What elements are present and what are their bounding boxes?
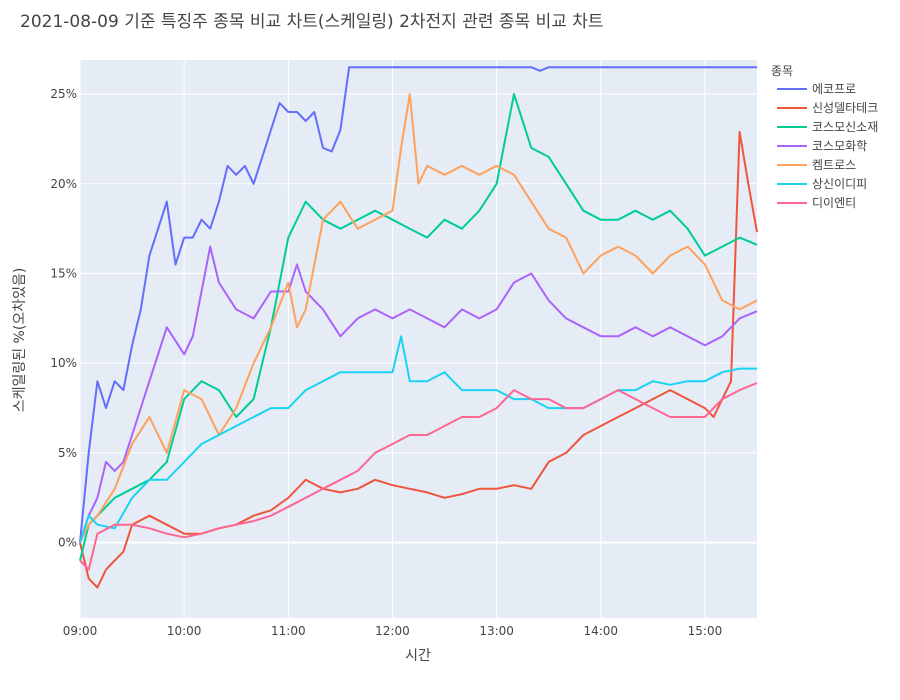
legend-item-label: 켐트로스 <box>812 158 856 172</box>
series-line-2 <box>79 130 758 589</box>
y-tick-label: 20% <box>50 177 77 191</box>
x-tick-label: 12:00 <box>375 624 410 638</box>
series-line-3 <box>79 93 758 561</box>
series-line-5 <box>79 93 758 544</box>
x-axis-ticks: 09:00 10:00 11:00 12:00 13:00 14:00 15:00 <box>63 624 723 638</box>
legend-item-label: 신성델타테크 <box>812 101 878 115</box>
x-axis-title: 시간 <box>405 648 431 664</box>
x-tick-label: 09:00 <box>63 624 98 638</box>
legend-item-label: 코스모화학 <box>812 139 867 153</box>
x-tick-label: 14:00 <box>583 624 618 638</box>
series-line-6 <box>79 335 757 543</box>
legend-item-label: 코스모신소재 <box>812 120 878 134</box>
legend-item-label: 상신이디피 <box>812 177 867 191</box>
y-axis-ticks: 0% 5% 10% 15% 20% 25% <box>50 87 77 550</box>
series-line-1 <box>79 66 757 543</box>
y-tick-label: 25% <box>50 87 77 101</box>
legend-item-label: 디이엔티 <box>812 196 856 210</box>
plot-area <box>80 60 757 618</box>
legend-title: 종목 <box>771 64 793 78</box>
x-tick-label: 13:00 <box>479 624 514 638</box>
x-tick-label: 15:00 <box>688 624 723 638</box>
x-tick-label: 10:00 <box>167 624 202 638</box>
y-axis-title: 스케일링된 %(오차있음) <box>12 268 28 413</box>
y-tick-label: 10% <box>50 356 77 370</box>
y-tick-label: 5% <box>58 446 77 460</box>
series-line-7 <box>79 382 758 571</box>
grid-lines <box>79 60 757 618</box>
legend-item-label: 에코프로 <box>812 82 856 96</box>
x-tick-label: 11:00 <box>271 624 306 638</box>
y-tick-label: 0% <box>58 536 77 550</box>
chart-title: 2021-08-09 기준 특징주 종목 비교 차트(스케일링) 2차전지 관련… <box>20 12 604 32</box>
series-lines <box>79 66 758 589</box>
y-tick-label: 15% <box>50 267 77 281</box>
series-line-4 <box>79 245 758 543</box>
